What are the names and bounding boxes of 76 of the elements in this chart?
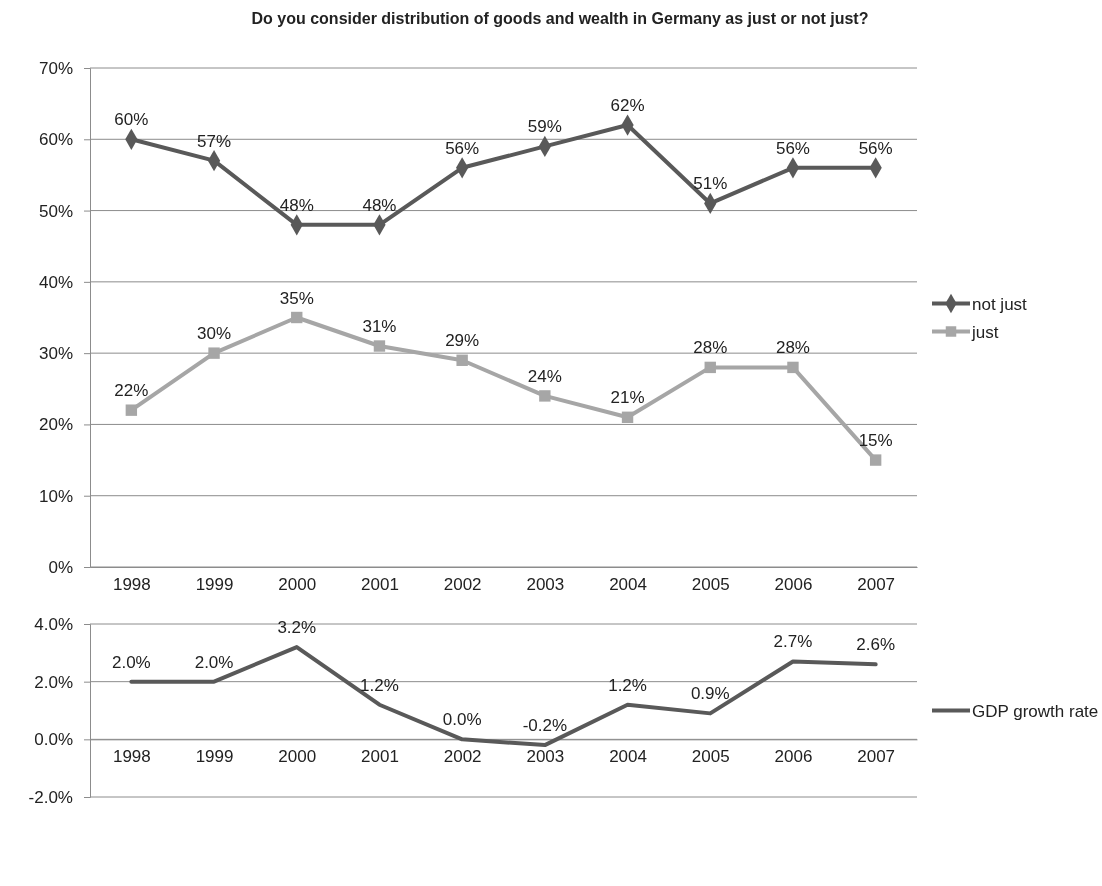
y-tick-label: 0.0% [34,730,73,750]
point [456,354,468,366]
x-tick-label: 1999 [195,747,234,767]
data-label: 15% [858,431,893,451]
x-tick-label: 2000 [278,747,317,767]
x-tick-label: 1998 [112,747,151,767]
data-label: 28% [775,338,810,358]
data-label: 56% [858,138,893,158]
data-label: 28% [693,338,728,358]
data-label: 60% [114,110,149,130]
y-tick-label: 50% [38,201,73,221]
point [869,454,882,466]
data-label: -0.2% [522,716,568,736]
data-label: 57% [197,131,232,151]
chart-title: Do you consider distribution of goods and wealth in Germany as just or not just? [251,10,869,27]
data-label: 2.7% [773,632,813,652]
y-tick-label: 40% [38,272,73,292]
data-label: 29% [445,331,480,351]
data-label: 0.0% [442,710,482,730]
data-label: 48% [362,195,397,215]
point [539,390,551,402]
data-label: 62% [610,96,645,116]
data-label: 1.2% [360,675,399,695]
point [621,411,634,423]
x-tick-label: 2001 [361,575,399,594]
x-tick-label: 2007 [857,575,896,594]
x-tick-label: 2005 [691,575,730,594]
point [787,361,799,374]
data-label: 1.2% [608,675,647,695]
data-label: 48% [279,195,314,215]
data-label: 30% [197,324,232,344]
x-tick-label: 2000 [278,575,317,594]
y-tick-label: 10% [38,486,73,506]
x-tick-label: 1999 [195,575,234,594]
y-tick-label: 4.0% [34,614,73,634]
y-tick-label: 20% [38,415,73,435]
point [704,361,716,374]
y-tick-label: 0% [48,557,73,577]
x-tick-label: 2001 [361,747,399,767]
x-tick-label: 2002 [443,747,482,767]
point [373,340,386,352]
data-label: 0.9% [690,684,730,704]
data-label: 2.0% [111,652,151,672]
x-tick-label: 2007 [857,747,896,767]
x-tick-label: 2004 [609,747,647,767]
data-label: 2.6% [856,635,896,655]
point [125,404,138,416]
data-label: 59% [527,117,562,137]
y-tick-label: 2.0% [34,672,73,692]
data-label: 2.0% [194,652,234,672]
data-label: 31% [362,317,397,337]
x-tick-label: 2003 [526,747,565,767]
data-label: 22% [114,381,149,401]
y-tick-label: -2.0% [28,787,73,807]
x-tick-label: 2004 [609,575,647,594]
data-label: 24% [527,366,562,386]
y-tick-label: 60% [38,130,73,150]
legend-label: just [971,322,999,342]
data-label: 56% [775,138,810,158]
x-tick-label: 2003 [526,575,565,594]
point [208,347,220,359]
x-tick-label: 2006 [774,575,813,594]
x-tick-label: 2002 [443,575,482,594]
legend-label: not just [972,294,1028,314]
data-label: 21% [610,388,645,408]
data-label: 35% [279,288,314,308]
data-label: 51% [693,174,728,194]
legend-label: GDP growth rate [972,701,1099,721]
point [291,311,303,324]
data-label: 56% [445,138,480,158]
y-tick-label: 70% [38,58,73,78]
x-tick-label: 1998 [112,575,151,594]
x-tick-label: 2006 [774,747,813,767]
y-tick-label: 30% [38,344,73,364]
x-tick-label: 2005 [691,747,730,767]
data-label: 3.2% [277,618,317,638]
